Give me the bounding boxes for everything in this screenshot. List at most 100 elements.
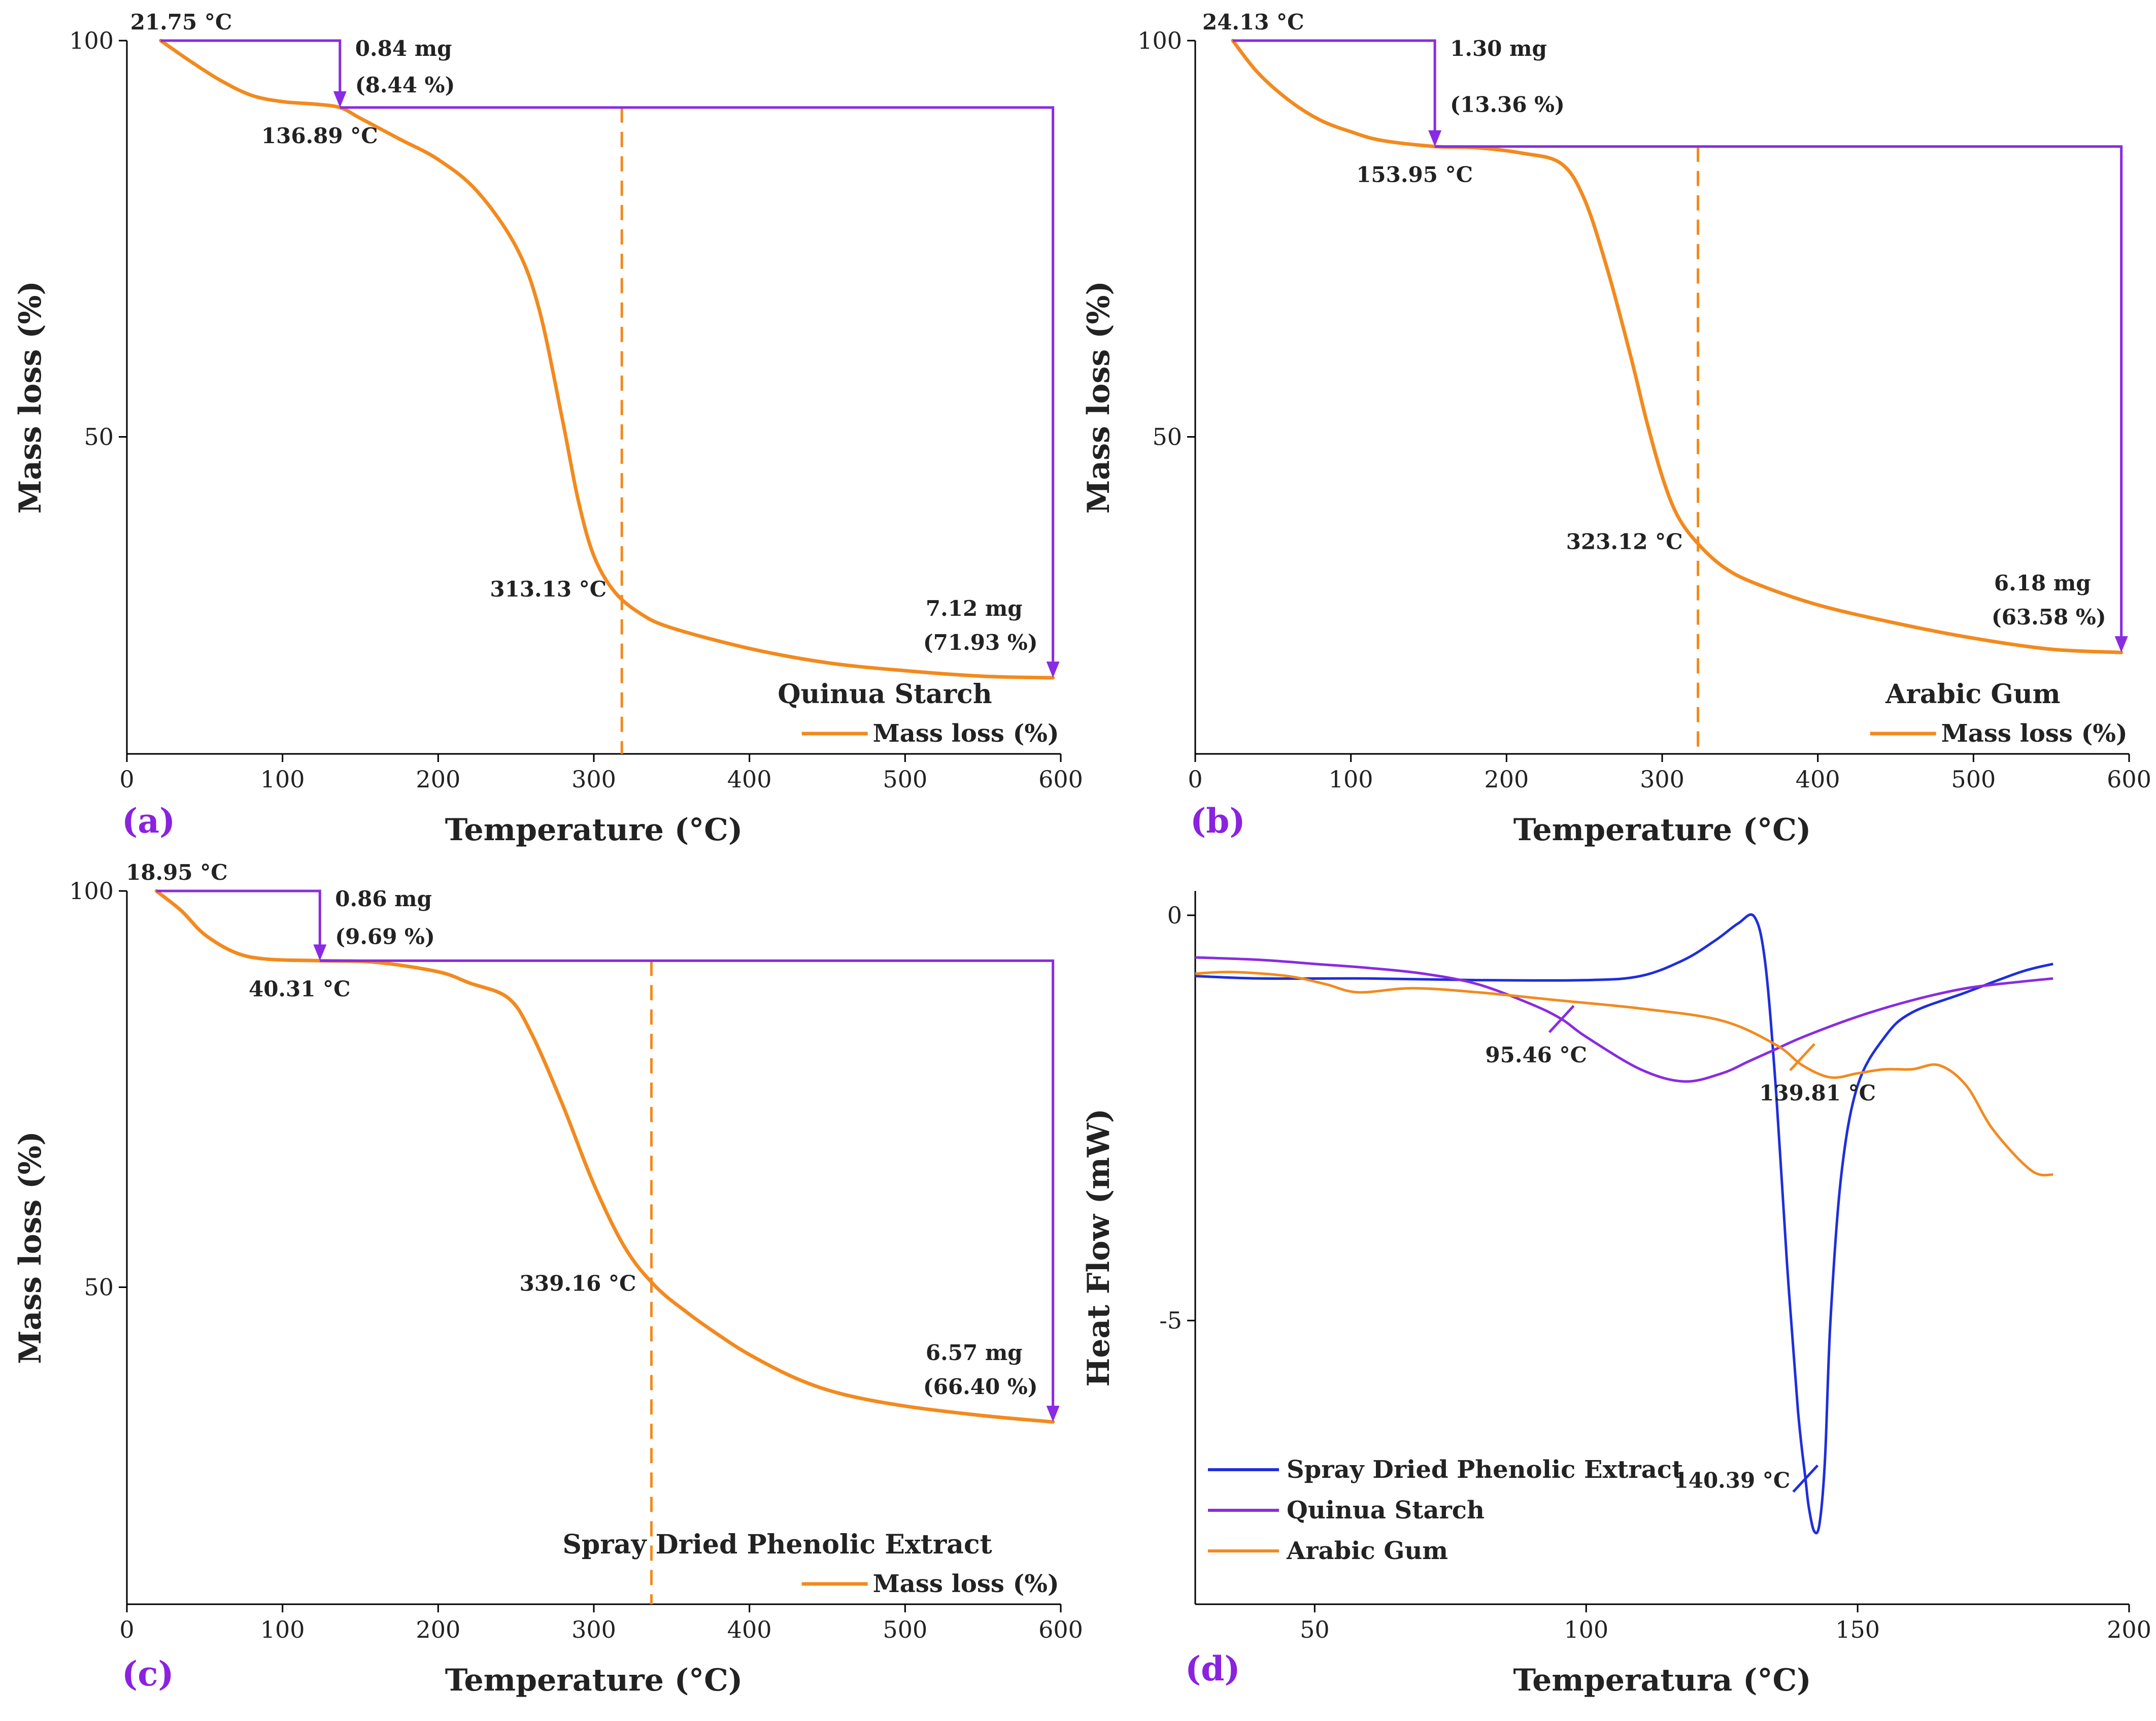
y-tick-label: 50 xyxy=(84,1274,114,1301)
x-axis-title: Temperature (°C) xyxy=(1513,812,1811,848)
step2-bracket xyxy=(1435,145,2123,638)
annotation-step2-mass: 7.12 mg xyxy=(926,596,1023,621)
x-tick-label: 150 xyxy=(1835,1616,1880,1643)
annotation-gum-temp: 139.81 °C xyxy=(1759,1080,1876,1105)
step2-bracket xyxy=(320,959,1055,1407)
legend-label: Mass loss (%) xyxy=(873,719,1059,748)
panel-c: 0 100 200 300 400 500 600 50 100 Temperature (°C)… xyxy=(13,860,1083,1698)
x-axis-title: Temperature (°C) xyxy=(445,1663,743,1698)
annotation-step1-temp: 40.31 °C xyxy=(249,976,351,1001)
x-tick-label: 100 xyxy=(260,766,305,793)
step2-bracket xyxy=(340,106,1055,663)
panel-label: (b) xyxy=(1190,801,1245,841)
step1-arrow xyxy=(313,944,327,961)
panel-label: (a) xyxy=(122,801,175,841)
annotation-step1-mass: 0.84 mg xyxy=(355,36,452,61)
step1-bracket xyxy=(156,889,321,946)
annotation-mid-temp: 323.12 °C xyxy=(1566,529,1683,554)
legend-title: Spray Dried Phenolic Extract xyxy=(562,1529,992,1560)
annotation-mid-temp: 313.13 °C xyxy=(490,577,607,602)
step1-arrow xyxy=(1428,130,1442,147)
x-tick-label: 400 xyxy=(1796,766,1840,793)
annotation-phenolic-temp: 140.39 °C xyxy=(1674,1468,1791,1493)
x-tick-label: 600 xyxy=(2107,766,2151,793)
panel-d: 50 100 150 200 0 -5 Temperatura (°C) Heat Flow … xyxy=(1081,891,2151,1698)
legend-label: Mass loss (%) xyxy=(1941,719,2128,748)
x-tick-label: 500 xyxy=(1951,766,1996,793)
y-tick-label: 50 xyxy=(1152,423,1182,451)
annotation-start-temp: 21.75 °C xyxy=(130,10,232,35)
annotation-starch-temp: 95.46 °C xyxy=(1485,1042,1587,1067)
x-tick-label: 400 xyxy=(727,766,772,793)
annotation-step1-pct: (8.44 %) xyxy=(355,73,455,97)
legend-label: Arabic Gum xyxy=(1286,1537,1448,1565)
mass-loss-curve xyxy=(154,889,1055,1424)
y-tick-label: 50 xyxy=(84,423,114,451)
y-axis-title: Heat Flow (mW) xyxy=(1081,1109,1117,1387)
y-tick-label: 100 xyxy=(69,27,114,54)
x-tick-label: 500 xyxy=(883,1616,927,1643)
arabic-gum-curve xyxy=(1195,971,2053,1177)
y-axis-title: Mass loss (%) xyxy=(1081,281,1117,514)
x-tick-label: 200 xyxy=(416,766,460,793)
annotation-start-temp: 18.95 °C xyxy=(126,860,228,885)
x-axis-title: Temperature (°C) xyxy=(445,812,743,848)
step2-arrow xyxy=(1046,661,1060,678)
x-tick-label: 100 xyxy=(1564,1616,1608,1643)
panel-label: (c) xyxy=(122,1654,174,1694)
x-tick-label: 400 xyxy=(727,1616,772,1643)
x-tick-label: 300 xyxy=(571,766,616,793)
x-tick-label: 300 xyxy=(571,1616,616,1643)
step1-bracket xyxy=(1233,39,1436,131)
annotation-step1-pct: (9.69 %) xyxy=(335,924,435,949)
x-tick-label: 600 xyxy=(1038,1616,1083,1643)
quinua-starch-curve xyxy=(1195,956,2053,1083)
x-tick-label: 0 xyxy=(119,766,134,793)
legend-label: Spray Dried Phenolic Extract xyxy=(1287,1455,1683,1484)
step1-arrow xyxy=(333,91,347,108)
annotation-step1-mass: 0.86 mg xyxy=(335,886,432,911)
legend-title: Arabic Gum xyxy=(1885,679,2061,710)
panel-a: 0 100 200 300 400 500 600 50 100 Temperature (°C)… xyxy=(13,10,1083,848)
legend-label: Mass loss (%) xyxy=(873,1570,1059,1598)
x-tick-label: 500 xyxy=(883,766,927,793)
step1-bracket xyxy=(160,39,342,92)
annotation-step1-temp: 136.89 °C xyxy=(261,123,378,148)
x-tick-label: 0 xyxy=(1188,766,1202,793)
annotation-step1-temp: 153.95 °C xyxy=(1356,162,1473,187)
onset-marker-phenolic xyxy=(1792,1464,1819,1493)
x-tick-label: 100 xyxy=(260,1616,305,1643)
y-tick-label: -5 xyxy=(1159,1307,1182,1334)
x-axis-title: Temperatura (°C) xyxy=(1513,1663,1811,1698)
x-tick-label: 200 xyxy=(1484,766,1529,793)
x-tick-label: 300 xyxy=(1640,766,1685,793)
annotation-step2-mass: 6.57 mg xyxy=(926,1340,1023,1365)
annotation-step2-mass: 6.18 mg xyxy=(1994,571,2091,595)
legend-title: Quinua Starch xyxy=(778,679,992,710)
onset-marker-starch xyxy=(1548,1005,1575,1033)
x-tick-label: 50 xyxy=(1300,1616,1330,1643)
annotation-mid-temp: 339.16 °C xyxy=(520,1271,636,1296)
panel-b: 0 100 200 300 400 500 600 50 100 Temperature (°C)… xyxy=(1081,10,2151,848)
x-tick-label: 0 xyxy=(119,1616,134,1643)
legend-label: Quinua Starch xyxy=(1287,1496,1485,1525)
annotation-start-temp: 24.13 °C xyxy=(1202,10,1304,35)
x-tick-label: 200 xyxy=(2107,1616,2151,1643)
annotation-step1-pct: (13.36 %) xyxy=(1450,92,1565,117)
phenolic-extract-curve xyxy=(1195,913,2053,1535)
annotation-step2-pct: (63.58 %) xyxy=(1992,605,2106,630)
x-tick-label: 200 xyxy=(416,1616,460,1643)
annotation-step2-pct: (66.40 %) xyxy=(923,1374,1038,1399)
mass-loss-curve xyxy=(159,39,1055,680)
mass-loss-curve xyxy=(1231,39,2124,654)
y-axis-title: Mass loss (%) xyxy=(13,1131,48,1364)
y-tick-label: 100 xyxy=(1137,27,1182,54)
panel-label: (d) xyxy=(1185,1649,1240,1689)
annotation-step2-pct: (71.93 %) xyxy=(923,630,1038,655)
step2-arrow xyxy=(1046,1405,1060,1422)
x-tick-label: 100 xyxy=(1329,766,1373,793)
onset-marker-gum xyxy=(1789,1043,1815,1071)
annotation-step1-mass: 1.30 mg xyxy=(1450,36,1547,61)
